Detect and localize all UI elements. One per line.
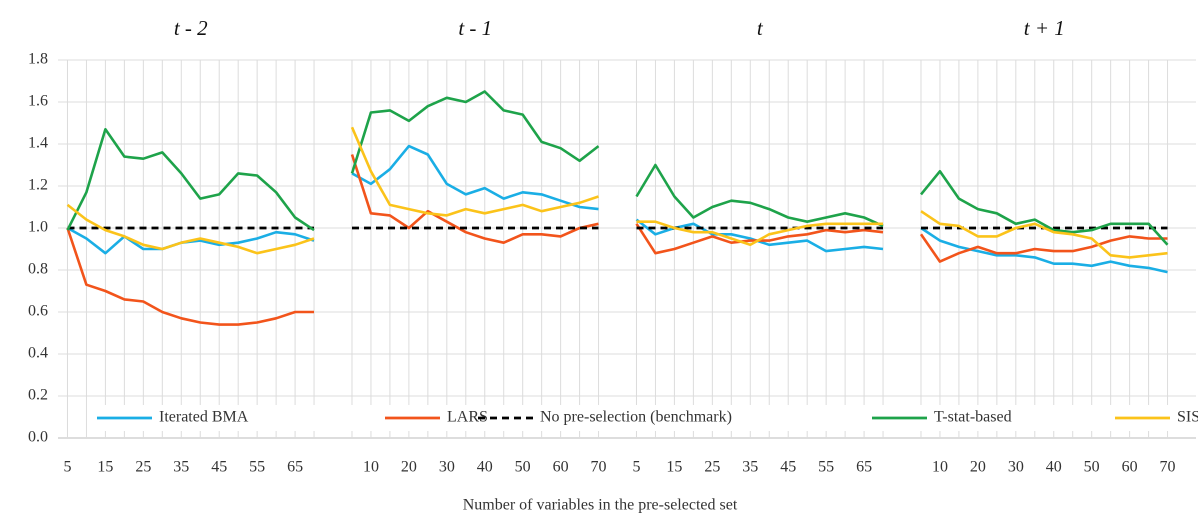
series-line [66, 203, 315, 255]
series-line [919, 233, 1168, 263]
x-tick-label: 10 [363, 459, 379, 476]
y-tick-label: 1.8 [28, 51, 48, 68]
x-tick-label: 15 [97, 459, 113, 476]
x-tick-label: 25 [704, 459, 720, 476]
legend-background [90, 405, 1190, 431]
x-tick-label: 20 [970, 459, 986, 476]
panel-title: t + 1 [1024, 16, 1065, 40]
x-tick-label: 35 [742, 459, 758, 476]
x-tick-label: 5 [63, 459, 71, 476]
x-tick-label: 40 [477, 459, 493, 476]
y-tick-label: 0.4 [28, 345, 48, 362]
legend-label: No pre-selection (benchmark) [540, 409, 732, 426]
legend-label: Iterated BMA [159, 409, 249, 426]
x-axis-label: Number of variables in the pre-selected … [463, 497, 738, 514]
series-line [350, 90, 600, 174]
y-tick-label: 1.2 [28, 177, 48, 194]
panel-title: t - 1 [458, 16, 492, 40]
y-tick-label: 1.4 [28, 135, 48, 152]
x-tick-label: 30 [439, 459, 455, 476]
x-tick-label: 20 [401, 459, 417, 476]
x-tick-label: 35 [173, 459, 189, 476]
x-tick-label: 30 [1008, 459, 1024, 476]
panel-title: t [757, 16, 764, 40]
x-tick-label: 60 [553, 459, 569, 476]
x-tick-label: 5 [632, 459, 640, 476]
x-tick-label: 65 [856, 459, 872, 476]
x-tick-label: 15 [666, 459, 682, 476]
x-tick-label: 55 [818, 459, 834, 476]
x-tick-label: 40 [1046, 459, 1062, 476]
series-line [66, 128, 315, 232]
y-tick-label: 0.0 [28, 429, 48, 446]
x-tick-label: 25 [135, 459, 151, 476]
y-tick-label: 0.8 [28, 261, 48, 278]
y-tick-label: 1.0 [28, 219, 48, 236]
y-tick-label: 0.6 [28, 303, 48, 320]
series-line [350, 154, 599, 244]
x-tick-label: 70 [1160, 459, 1176, 476]
x-tick-label: 50 [1084, 459, 1100, 476]
series-line [920, 226, 1168, 274]
x-tick-label: 60 [1122, 459, 1138, 476]
series-line [636, 220, 883, 247]
x-tick-label: 10 [932, 459, 948, 476]
series-line [351, 144, 599, 211]
x-tick-label: 70 [591, 459, 607, 476]
series-line [350, 126, 599, 217]
series-line [66, 227, 314, 326]
y-tick-label: 0.2 [28, 387, 48, 404]
legend-label: LARS [447, 409, 488, 426]
x-tick-label: 65 [287, 459, 303, 476]
x-tick-label: 45 [780, 459, 796, 476]
x-tick-label: 50 [515, 459, 531, 476]
x-tick-label: 45 [211, 459, 227, 476]
series-line [919, 170, 1169, 246]
series-line [635, 163, 884, 228]
panel-title: t - 2 [174, 16, 208, 40]
series-line [920, 210, 1168, 259]
y-tick-label: 1.6 [28, 93, 48, 110]
legend-label: SIS [1177, 409, 1198, 426]
legend-label: T-stat-based [934, 409, 1012, 426]
x-tick-label: 55 [249, 459, 265, 476]
